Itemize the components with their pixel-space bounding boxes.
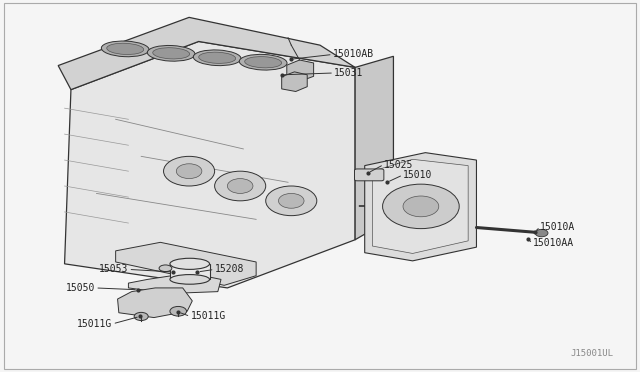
- Text: J15001UL: J15001UL: [571, 349, 614, 358]
- Ellipse shape: [244, 57, 282, 68]
- Polygon shape: [65, 41, 355, 288]
- Circle shape: [170, 307, 186, 316]
- Circle shape: [164, 156, 214, 186]
- Ellipse shape: [101, 41, 149, 57]
- FancyBboxPatch shape: [355, 169, 384, 181]
- Polygon shape: [118, 288, 192, 318]
- Circle shape: [278, 193, 304, 208]
- Text: 15011G: 15011G: [190, 311, 226, 321]
- Polygon shape: [58, 17, 355, 90]
- Circle shape: [535, 230, 548, 237]
- Ellipse shape: [239, 54, 287, 70]
- Text: 15010AB: 15010AB: [333, 49, 374, 60]
- Polygon shape: [282, 72, 307, 92]
- Text: 15031: 15031: [334, 68, 364, 78]
- Ellipse shape: [193, 50, 241, 65]
- Ellipse shape: [159, 265, 172, 272]
- FancyBboxPatch shape: [170, 264, 209, 279]
- Text: 15010: 15010: [403, 170, 433, 180]
- Circle shape: [214, 171, 266, 201]
- Polygon shape: [372, 159, 468, 253]
- Text: 15208: 15208: [214, 264, 244, 275]
- Circle shape: [134, 312, 148, 321]
- Ellipse shape: [153, 48, 189, 59]
- Circle shape: [266, 186, 317, 216]
- Polygon shape: [365, 153, 476, 261]
- Ellipse shape: [170, 275, 209, 284]
- Text: 15025: 15025: [384, 160, 413, 170]
- Polygon shape: [287, 60, 314, 81]
- Circle shape: [383, 184, 460, 229]
- Text: 15010A: 15010A: [540, 222, 575, 232]
- Ellipse shape: [198, 52, 236, 63]
- Ellipse shape: [147, 45, 195, 61]
- Ellipse shape: [170, 258, 209, 269]
- Circle shape: [403, 196, 439, 217]
- Polygon shape: [129, 274, 221, 294]
- Polygon shape: [355, 56, 394, 240]
- Text: 15050: 15050: [66, 283, 95, 293]
- Text: 15053: 15053: [99, 264, 129, 275]
- Text: 15011G: 15011G: [77, 319, 113, 329]
- Circle shape: [176, 164, 202, 179]
- Circle shape: [227, 179, 253, 193]
- Polygon shape: [116, 242, 256, 285]
- Ellipse shape: [107, 43, 144, 54]
- Text: 15010AA: 15010AA: [532, 238, 574, 248]
